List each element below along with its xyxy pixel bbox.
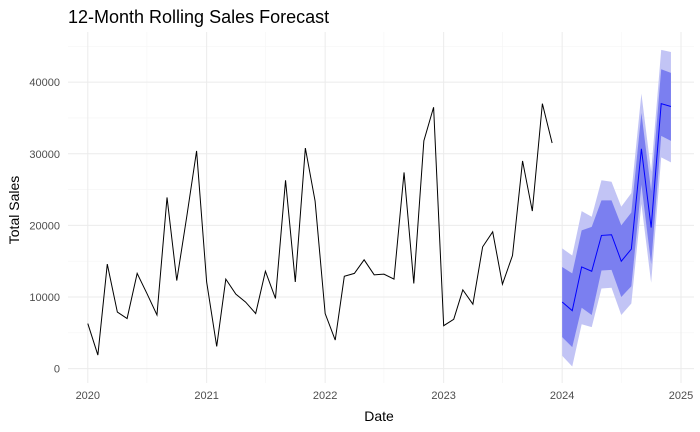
series-lines [87, 102, 672, 356]
x-tick-label: 2022 [313, 390, 337, 402]
band-80 [562, 69, 671, 348]
y-tick-label: 0 [54, 364, 60, 376]
x-axis-title: Date [364, 408, 394, 424]
y-axis-ticks: 0 10000 20000 30000 40000 [29, 77, 60, 376]
x-tick-label: 2020 [76, 390, 100, 402]
x-tick-label: 2024 [550, 390, 574, 402]
y-axis-title: Total Sales [6, 176, 22, 244]
forecast-line [561, 102, 672, 312]
forecast-bands [562, 49, 671, 367]
chart-title: 12-Month Rolling Sales Forecast [68, 7, 329, 27]
y-tick-label: 20000 [29, 220, 60, 232]
x-tick-label: 2023 [431, 390, 455, 402]
x-tick-label: 2021 [194, 390, 218, 402]
y-tick-label: 30000 [29, 149, 60, 161]
history-line [87, 103, 553, 356]
x-axis-ticks: 2020 2021 2022 2023 2024 2025 [76, 390, 694, 402]
y-tick-label: 40000 [29, 77, 60, 89]
y-tick-label: 10000 [29, 292, 60, 304]
x-tick-label: 2025 [669, 390, 693, 402]
